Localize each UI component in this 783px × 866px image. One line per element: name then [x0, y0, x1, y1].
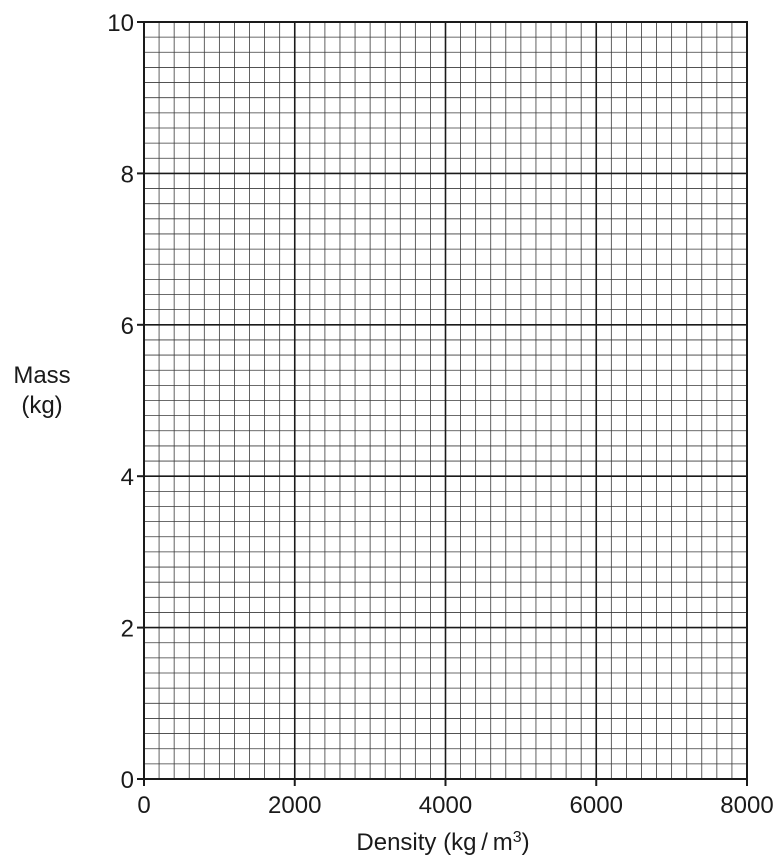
y-tick-label: 2 — [121, 616, 134, 643]
x-tick-label: 0 — [137, 792, 150, 819]
x-tick-label: 8000 — [720, 792, 773, 819]
y-axis-label-line2: (kg) — [21, 392, 62, 419]
y-axis-label-line1: Mass — [13, 362, 70, 389]
y-tick-label: 8 — [121, 161, 134, 188]
x-tick-label: 6000 — [570, 792, 623, 819]
axis-ticks — [137, 21, 748, 786]
x-tick-label: 2000 — [268, 792, 321, 819]
x-tick-label: 4000 — [419, 792, 472, 819]
x-axis-label: Density (kg / m3) — [356, 829, 529, 857]
y-tick-label: 0 — [121, 767, 134, 794]
major-grid — [144, 22, 747, 779]
y-tick-labels: 0 2 4 6 8 10 — [107, 10, 134, 794]
x-tick-labels: 0 2000 4000 6000 8000 — [137, 792, 773, 819]
x-axis-label-superscript: 3 — [513, 829, 522, 846]
x-axis-label-suffix: ) — [522, 829, 530, 856]
y-tick-label: 10 — [107, 10, 134, 37]
y-tick-label: 6 — [121, 313, 134, 340]
y-tick-label: 4 — [121, 464, 134, 491]
x-axis-label-main: Density (kg / m — [356, 829, 512, 856]
